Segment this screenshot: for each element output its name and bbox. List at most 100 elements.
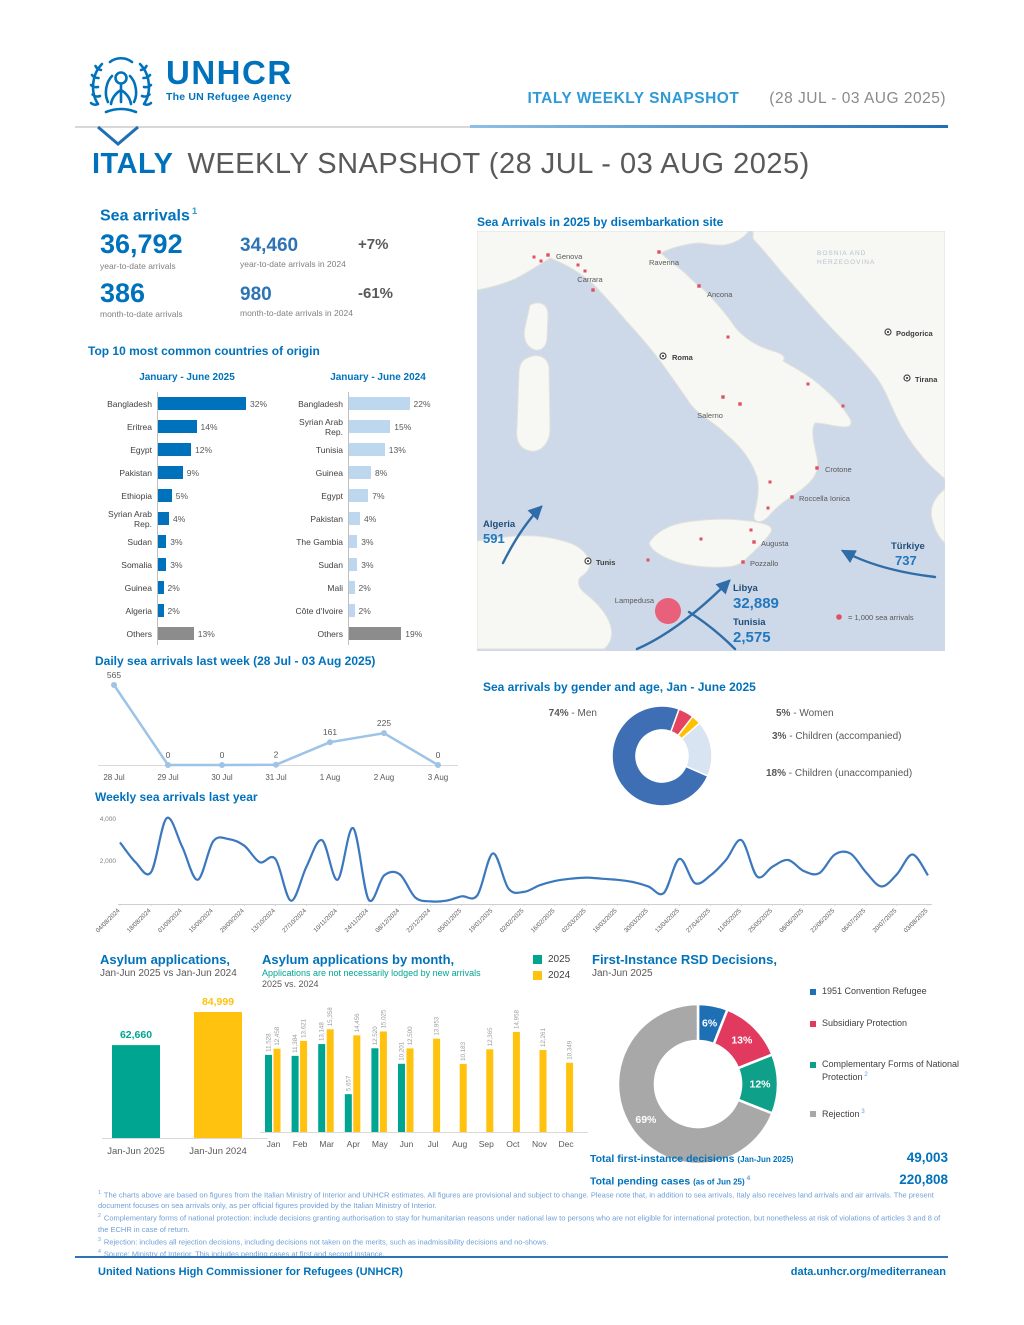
legend-item-2024: 2024 bbox=[533, 970, 570, 981]
svg-text:69%: 69% bbox=[635, 1114, 657, 1126]
asylum-monthly-heading: Asylum applications by month, bbox=[262, 952, 455, 967]
svg-text:28 Jul: 28 Jul bbox=[103, 773, 125, 782]
sea-arrivals-heading: Sea arrivals 1 bbox=[100, 206, 198, 225]
svg-text:30/03/2025: 30/03/2025 bbox=[623, 907, 650, 934]
ytd-2024-label: year-to-date arrivals in 2024 bbox=[240, 259, 346, 270]
svg-text:Türkiye: Türkiye bbox=[891, 541, 925, 552]
svg-text:Libya: Libya bbox=[733, 583, 759, 594]
svg-text:12,520: 12,520 bbox=[372, 1026, 379, 1045]
svg-text:02/03/2025: 02/03/2025 bbox=[561, 907, 588, 934]
svg-text:05/01/2025: 05/01/2025 bbox=[436, 907, 463, 934]
svg-text:11/05/2025: 11/05/2025 bbox=[716, 907, 743, 934]
ytd-2024-value: 34,460 bbox=[240, 235, 299, 257]
svg-text:Ravenna: Ravenna bbox=[649, 258, 680, 267]
svg-text:29/09/2024: 29/09/2024 bbox=[219, 907, 246, 934]
rsd-legend-item: Subsidiary Protection bbox=[810, 1018, 960, 1030]
svg-text:03/08/2025: 03/08/2025 bbox=[903, 907, 930, 934]
ytd-value: 36,792 bbox=[100, 229, 183, 260]
svg-text:11,528: 11,528 bbox=[266, 1033, 273, 1052]
svg-text:= 1,000 sea arrivals: = 1,000 sea arrivals bbox=[848, 613, 914, 622]
mtd-2024-label: month-to-date arrivals in 2024 bbox=[240, 307, 353, 318]
svg-text:BOSNIA AND: BOSNIA AND bbox=[817, 250, 866, 257]
gender-donut-chart bbox=[611, 705, 713, 807]
origin-chart-2025: January - June 2025 Bangladesh 32% Eritrea 1… bbox=[95, 372, 279, 645]
gender-label-men: 74% - Men bbox=[548, 708, 597, 719]
svg-text:Aug: Aug bbox=[452, 1139, 467, 1149]
origin-row: Côte d'Ivoire 2% bbox=[286, 599, 470, 622]
footnote-3: 3 Rejection: includes all rejection decis… bbox=[98, 1236, 549, 1247]
header-right: ITALY WEEKLY SNAPSHOT (28 JUL - 03 AUG 2… bbox=[528, 90, 946, 108]
rsd-legend-item: 1951 Convention Refugee bbox=[810, 986, 960, 998]
svg-text:30 Jul: 30 Jul bbox=[211, 773, 233, 782]
page-title-country: ITALY bbox=[92, 148, 174, 180]
svg-text:Nov: Nov bbox=[532, 1139, 548, 1149]
svg-text:4,000: 4,000 bbox=[100, 816, 117, 823]
mtd-label: month-to-date arrivals bbox=[100, 309, 183, 320]
svg-text:12,365: 12,365 bbox=[487, 1027, 494, 1046]
svg-text:27/04/2025: 27/04/2025 bbox=[685, 907, 712, 934]
mtd-change: -61% bbox=[358, 284, 394, 302]
header-divider-right bbox=[470, 125, 948, 128]
rsd-heading: First-Instance RSD Decisions, bbox=[592, 952, 777, 967]
asylum-monthly-versus: 2025 vs. 2024 bbox=[262, 979, 319, 989]
sea-arrivals-section: Sea arrivals 1 36,792 year-to-date arriva… bbox=[100, 206, 460, 319]
unhcr-emblem-icon bbox=[89, 56, 153, 114]
svg-text:02/02/2025: 02/02/2025 bbox=[499, 907, 526, 934]
gender-label-children-accompanied-: 3% - Children (accompanied) bbox=[772, 731, 902, 742]
svg-text:0: 0 bbox=[166, 750, 171, 760]
asylum-total-bar-chart: 62,660 Jan-Jun 2025 84,999 Jan-Jun 2024 bbox=[102, 996, 268, 1157]
svg-text:Tunisia: Tunisia bbox=[733, 617, 766, 628]
svg-text:225: 225 bbox=[377, 718, 391, 728]
svg-text:13,621: 13,621 bbox=[301, 1018, 308, 1037]
rsd-legend-item: Complementary Forms of National Protecti… bbox=[810, 1059, 960, 1083]
svg-text:May: May bbox=[372, 1139, 389, 1149]
svg-text:Dec: Dec bbox=[559, 1139, 575, 1149]
svg-text:16/03/2025: 16/03/2025 bbox=[592, 907, 619, 934]
weekly-line-chart: 4,000 2,000 04/08/2024 18/08/2024 01/09/2024… bbox=[95, 816, 932, 934]
asylum-monthly-legend: 2025 2024 bbox=[533, 954, 570, 986]
origin-row: Sudan 3% bbox=[95, 530, 279, 553]
origin-row: Eritrea 14% bbox=[95, 415, 279, 438]
mtd-2024-value: 980 bbox=[240, 283, 272, 305]
origin-row: Sudan 3% bbox=[286, 553, 470, 576]
svg-text:19/01/2025: 19/01/2025 bbox=[467, 907, 494, 934]
svg-text:11,384: 11,384 bbox=[292, 1034, 299, 1053]
footnote-ref-1: 1 bbox=[191, 206, 198, 217]
footer-left: United Nations High Commissioner for Ref… bbox=[98, 1266, 403, 1278]
svg-text:Carrara: Carrara bbox=[577, 275, 603, 284]
origin-row: The Gambia 3% bbox=[286, 530, 470, 553]
svg-text:Jan-Jun 2025: Jan-Jun 2025 bbox=[107, 1146, 165, 1157]
svg-text:14,456: 14,456 bbox=[354, 1013, 361, 1032]
gender-label-children-unaccompanied-: 18% - Children (unaccompanied) bbox=[766, 768, 913, 779]
svg-text:24/11/2024: 24/11/2024 bbox=[343, 907, 370, 934]
svg-text:Oct: Oct bbox=[506, 1139, 520, 1149]
rsd-total-row: Total first-instance decisions (Jan-Jun … bbox=[590, 1150, 948, 1165]
header-doc-title: ITALY WEEKLY SNAPSHOT bbox=[527, 90, 740, 107]
svg-text:Jan-Jun 2024: Jan-Jun 2024 bbox=[189, 1146, 247, 1157]
rsd-section: First-Instance RSD Decisions, Jan-Jun 20… bbox=[592, 952, 812, 979]
svg-text:10/11/2024: 10/11/2024 bbox=[312, 907, 339, 934]
logo-subtitle: The UN Refugee Agency bbox=[166, 91, 292, 103]
svg-text:Augusta: Augusta bbox=[761, 539, 789, 548]
svg-text:Tunis: Tunis bbox=[596, 558, 615, 567]
rsd-totals: Total first-instance decisions (Jan-Jun … bbox=[590, 1150, 948, 1194]
svg-text:Pozzallo: Pozzallo bbox=[750, 559, 778, 568]
svg-text:13,148: 13,148 bbox=[319, 1022, 326, 1041]
svg-text:Genova: Genova bbox=[556, 252, 583, 261]
svg-text:Jul: Jul bbox=[428, 1139, 439, 1149]
svg-text:32,889: 32,889 bbox=[733, 595, 779, 612]
svg-text:Ancona: Ancona bbox=[707, 290, 733, 299]
header-doc-period: (28 JUL - 03 AUG 2025) bbox=[769, 90, 946, 107]
svg-text:Apr: Apr bbox=[347, 1139, 360, 1149]
footnotes: 1 The charts above are based on figures f… bbox=[98, 1190, 946, 1261]
svg-text:Mar: Mar bbox=[319, 1139, 334, 1149]
rsd-total-row: Total pending cases (as of Jun 25) 4 220,… bbox=[590, 1172, 948, 1187]
svg-text:591: 591 bbox=[483, 531, 505, 546]
origin-heading: Top 10 most common countries of origin bbox=[88, 344, 320, 358]
svg-text:Podgorica: Podgorica bbox=[896, 329, 934, 338]
svg-text:06/07/2025: 06/07/2025 bbox=[840, 907, 867, 934]
rsd-subtitle: Jan-Jun 2025 bbox=[592, 968, 653, 979]
asylum-total-subtitle: Jan-Jun 2025 vs Jan-Jun 2024 bbox=[100, 968, 237, 979]
svg-text:Salerno: Salerno bbox=[697, 411, 723, 420]
weekly-heading: Weekly sea arrivals last year bbox=[95, 790, 258, 804]
